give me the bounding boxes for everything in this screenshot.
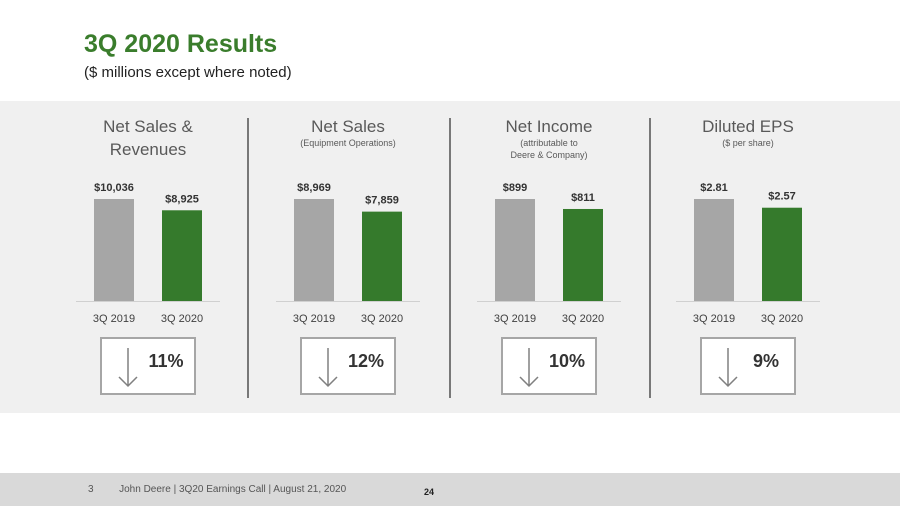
- chart-title-1: Net Sales &: [103, 117, 193, 136]
- footer-caption: John Deere | 3Q20 Earnings Call | August…: [119, 484, 347, 495]
- change-box-2: [300, 337, 396, 395]
- footer-bar: [0, 473, 900, 506]
- change-value-1: 11%: [148, 351, 183, 371]
- bar-value-label-2-1: $8,969: [297, 182, 331, 194]
- footer-slide-number: 3: [88, 484, 94, 495]
- bar-value-label-1-1: $10,036: [94, 182, 134, 194]
- change-value-4: 9%: [753, 351, 779, 371]
- category-label-1-1: 3Q 2019: [93, 313, 135, 325]
- page-title: 3Q 2020 Results: [84, 30, 278, 58]
- bar-value-label-4-2: $2.57: [768, 191, 796, 203]
- chart-note-line2-3: Deere & Company): [510, 150, 587, 160]
- bar-value-label-1-2: $8,925: [165, 193, 199, 205]
- charts-svg: Net Sales & Revenues $10,036 3Q 2019 $8,925 3…: [76, 117, 820, 398]
- change-value-3: 10%: [549, 351, 585, 371]
- bar-value-label-3-1: $899: [503, 182, 527, 194]
- change-value-2: 12%: [348, 351, 384, 371]
- chart-title-4: Diluted EPS: [702, 117, 794, 136]
- charts-panel: Net Sales & Revenues $10,036 3Q 2019 $8,925 3…: [0, 101, 900, 413]
- bar-value-label-2-2: $7,859: [365, 195, 399, 207]
- chart-title-line2-1: Revenues: [110, 140, 187, 159]
- bar-4-current: [762, 207, 802, 301]
- chart-title-2: Net Sales: [311, 117, 385, 136]
- chart-title-3: Net Income: [506, 117, 593, 136]
- page-subtitle: ($ millions except where noted): [84, 64, 292, 81]
- bar-2-current: [362, 211, 402, 301]
- bar-value-label-4-1: $2.81: [700, 182, 728, 194]
- chart-note-4: ($ per share): [722, 138, 774, 148]
- bar-1-prior: [94, 199, 134, 301]
- change-box-3: [501, 337, 597, 395]
- chart-note-2: (Equipment Operations): [300, 138, 396, 148]
- bar-2-prior: [294, 199, 334, 301]
- category-label-2-2: 3Q 2020: [361, 313, 403, 325]
- category-label-4-2: 3Q 2020: [761, 313, 803, 325]
- chart-note-3: (attributable to: [520, 138, 578, 148]
- change-box-1: [100, 337, 196, 395]
- down-arrow-icon-4: [718, 348, 738, 388]
- down-arrow-icon-1: [118, 348, 138, 388]
- change-box-4: [700, 337, 796, 395]
- bar-value-label-3-2: $811: [571, 192, 595, 204]
- footer-text: 3 John Deere | 3Q20 Earnings Call | Augu…: [88, 484, 346, 495]
- bar-1-current: [162, 210, 202, 301]
- bar-3-current: [563, 208, 603, 301]
- category-label-1-2: 3Q 2020: [161, 313, 203, 325]
- bar-4-prior: [694, 199, 734, 301]
- bar-3-prior: [495, 199, 535, 301]
- footer-page-number: 24: [424, 487, 435, 497]
- down-arrow-icon-3: [519, 348, 539, 388]
- category-label-3-1: 3Q 2019: [494, 313, 536, 325]
- category-label-4-1: 3Q 2019: [693, 313, 735, 325]
- category-label-3-2: 3Q 2020: [562, 313, 604, 325]
- category-label-2-1: 3Q 2019: [293, 313, 335, 325]
- down-arrow-icon-2: [318, 348, 338, 388]
